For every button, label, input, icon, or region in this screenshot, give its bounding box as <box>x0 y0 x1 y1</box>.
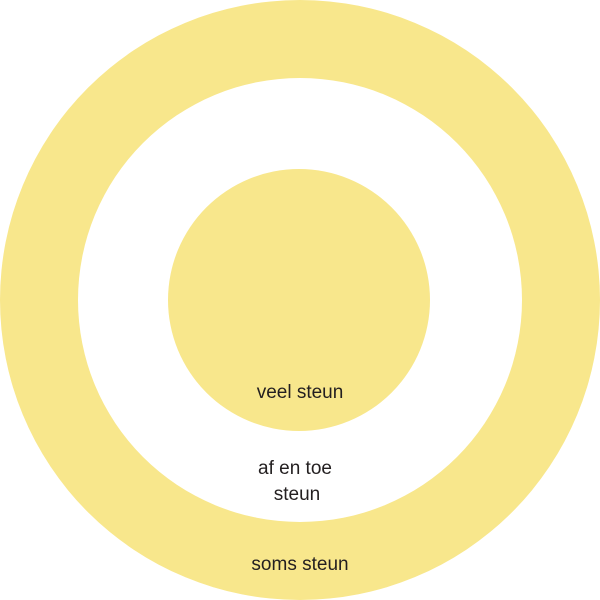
inner-circle <box>168 169 430 431</box>
middle-ring-label-line-2: steun <box>274 484 320 505</box>
outer-ring-label: soms steun <box>251 554 348 575</box>
middle-ring-label-line-1: af en toe <box>258 458 332 479</box>
inner-circle-label: veel steun <box>257 382 344 403</box>
